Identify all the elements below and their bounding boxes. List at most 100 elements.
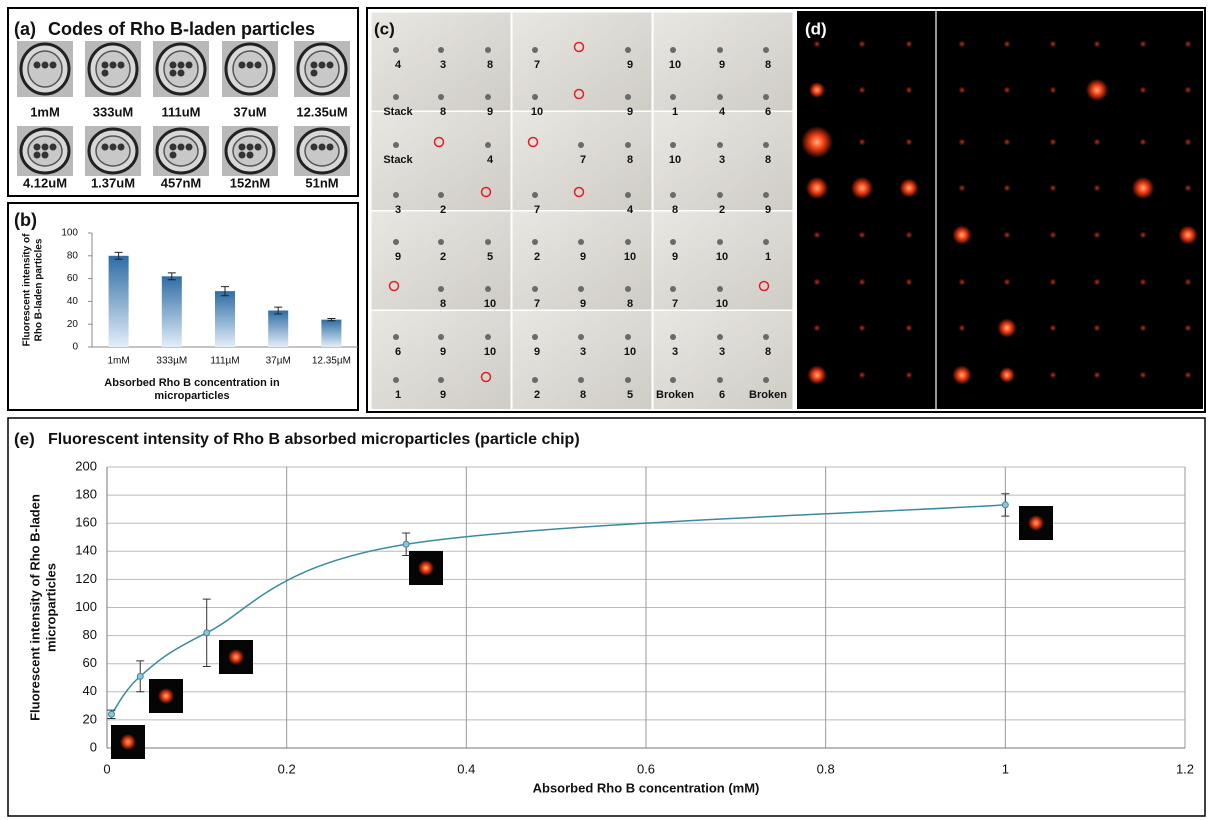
- fluorescent-particle: [1049, 278, 1057, 286]
- x-tick-label: 333µM: [156, 356, 187, 367]
- particle: [763, 47, 769, 53]
- particle: [625, 239, 631, 245]
- particle: [438, 47, 444, 53]
- bar: [215, 291, 235, 347]
- data-point: [402, 540, 410, 548]
- particle-code: 2: [440, 204, 446, 216]
- x-tick-label: 37µM: [266, 356, 291, 367]
- particle-code: 2: [719, 204, 725, 216]
- y-axis-label: microparticles: [43, 563, 58, 652]
- code-dot: [177, 143, 185, 151]
- particle: [763, 334, 769, 340]
- particle-code: 3: [719, 154, 725, 166]
- y-axis-label: Fluorescent intensity of Rho B-laden: [27, 494, 42, 721]
- y-tick-label: 140: [75, 543, 97, 558]
- particle: [438, 94, 444, 100]
- particle-glow: [120, 734, 136, 750]
- fluorescent-particle: [1049, 184, 1057, 192]
- y-tick-label: 120: [75, 571, 97, 586]
- fluorescent-particle: [1003, 231, 1011, 239]
- fluorescent-particle: [905, 138, 913, 146]
- particle-code: 8: [627, 154, 633, 166]
- chip-tile: [511, 310, 653, 410]
- code-label: 1mM: [30, 104, 60, 119]
- error-bar: [327, 318, 336, 322]
- particle-code: 9: [440, 389, 446, 401]
- error-bar: [221, 286, 229, 297]
- particle: [532, 94, 538, 100]
- code-label: 4.12uM: [23, 175, 67, 190]
- code-label: 111uM: [161, 104, 200, 119]
- code-dot: [246, 143, 254, 151]
- particle: [625, 142, 631, 148]
- fluorescent-particle: [1003, 40, 1011, 48]
- code-label: 12.35uM: [296, 104, 347, 119]
- code-dot: [310, 69, 318, 77]
- particle-code: 1: [395, 389, 401, 401]
- particle: [717, 239, 723, 245]
- x-tick-label: 1.2: [1176, 761, 1194, 776]
- y-tick-label: 80: [83, 627, 97, 642]
- fluorescent-particle: [813, 40, 821, 48]
- particle: [670, 239, 676, 245]
- chip-tile: [370, 210, 512, 311]
- particle-core: [95, 50, 131, 88]
- particle: [763, 94, 769, 100]
- particle-glow: [1028, 515, 1044, 531]
- panel-e-frame: [7, 417, 1206, 817]
- fluorescent-particle: [807, 365, 827, 385]
- particle: [670, 142, 676, 148]
- particle-code: 1: [765, 251, 771, 263]
- fluorescent-particle: [905, 40, 913, 48]
- fluorescent-particle: [1184, 371, 1192, 379]
- fluorescent-particle: [952, 365, 972, 385]
- particle-core: [232, 50, 268, 88]
- fluorescent-particle: [1049, 231, 1057, 239]
- x-tick-label: 0: [103, 761, 110, 776]
- fluorescent-particle: [1184, 40, 1192, 48]
- particle: [485, 239, 491, 245]
- data-point: [1001, 501, 1009, 509]
- particle-glow: [418, 560, 434, 576]
- particle-code: 6: [395, 346, 401, 358]
- code-dot: [169, 151, 177, 159]
- particle-core: [95, 135, 131, 167]
- particle: [578, 239, 584, 245]
- particle-code: 10: [484, 298, 496, 310]
- fluorescent-particle: [1139, 86, 1147, 94]
- marked-particle: [573, 88, 585, 100]
- fluorescent-particle: [958, 138, 966, 146]
- particle: [578, 286, 584, 292]
- y-tick-label: 80: [67, 250, 79, 261]
- fluorescent-particle: [1049, 324, 1057, 332]
- y-tick-label: 180: [75, 487, 97, 502]
- y-axis-label: Rho B-laden particles: [34, 238, 45, 341]
- y-tick-label: 60: [67, 273, 79, 284]
- fluorescent-particle: [1093, 138, 1101, 146]
- fluorescent-particle: [813, 278, 821, 286]
- bar: [108, 255, 129, 347]
- fluorescent-particle: [813, 231, 821, 239]
- particle: [393, 94, 399, 100]
- panel-label: (d): [805, 19, 827, 38]
- particle-code: 3: [580, 346, 586, 358]
- particle-code: 9: [672, 251, 678, 263]
- error-bar: [114, 251, 123, 260]
- fluorescent-particle: [958, 324, 966, 332]
- code-dot: [117, 143, 125, 151]
- code-dot: [238, 151, 246, 159]
- fluorescent-particle: [999, 367, 1015, 383]
- particle-glow: [158, 688, 174, 704]
- error-bar: [274, 306, 283, 315]
- bar: [161, 276, 182, 347]
- particle: [393, 377, 399, 383]
- particle: [625, 286, 631, 292]
- code-dot: [326, 61, 334, 69]
- particle-code: 9: [580, 251, 586, 263]
- x-tick-label: 0.4: [457, 761, 475, 776]
- particle-core: [232, 135, 268, 167]
- particle: [578, 334, 584, 340]
- panel-label: (c): [374, 19, 395, 38]
- code-dot: [238, 143, 246, 151]
- panel-label: (e): [14, 429, 35, 448]
